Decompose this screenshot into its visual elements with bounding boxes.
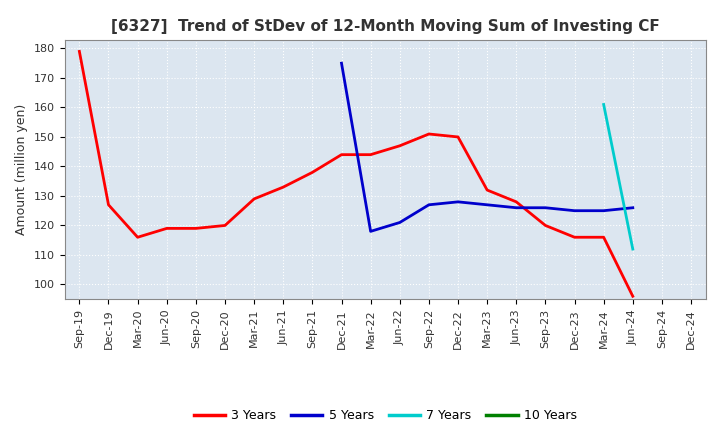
3 Years	[220, 223, 229, 228]
3 Years	[599, 235, 608, 240]
3 Years	[570, 235, 579, 240]
Line: 7 Years: 7 Years	[603, 105, 633, 249]
Title: [6327]  Trend of StDev of 12-Month Moving Sum of Investing CF: [6327] Trend of StDev of 12-Month Moving…	[111, 19, 660, 34]
3 Years	[425, 132, 433, 137]
3 Years	[483, 187, 492, 193]
3 Years	[163, 226, 171, 231]
5 Years	[366, 229, 375, 234]
3 Years	[541, 223, 550, 228]
Legend: 3 Years, 5 Years, 7 Years, 10 Years: 3 Years, 5 Years, 7 Years, 10 Years	[189, 404, 582, 427]
Line: 5 Years: 5 Years	[341, 63, 633, 231]
7 Years	[629, 246, 637, 252]
5 Years	[629, 205, 637, 210]
5 Years	[337, 61, 346, 66]
3 Years	[75, 49, 84, 54]
7 Years	[599, 102, 608, 107]
3 Years	[629, 293, 637, 299]
3 Years	[366, 152, 375, 157]
5 Years	[599, 208, 608, 213]
5 Years	[570, 208, 579, 213]
3 Years	[395, 143, 404, 148]
3 Years	[133, 235, 142, 240]
3 Years	[512, 199, 521, 205]
3 Years	[337, 152, 346, 157]
5 Years	[512, 205, 521, 210]
3 Years	[104, 202, 113, 207]
5 Years	[483, 202, 492, 207]
5 Years	[395, 220, 404, 225]
5 Years	[454, 199, 462, 205]
5 Years	[425, 202, 433, 207]
5 Years	[541, 205, 550, 210]
3 Years	[192, 226, 200, 231]
3 Years	[454, 134, 462, 139]
Line: 3 Years: 3 Years	[79, 51, 633, 296]
Y-axis label: Amount (million yen): Amount (million yen)	[15, 104, 28, 235]
3 Years	[250, 196, 258, 202]
3 Years	[308, 170, 317, 175]
3 Years	[279, 184, 287, 190]
